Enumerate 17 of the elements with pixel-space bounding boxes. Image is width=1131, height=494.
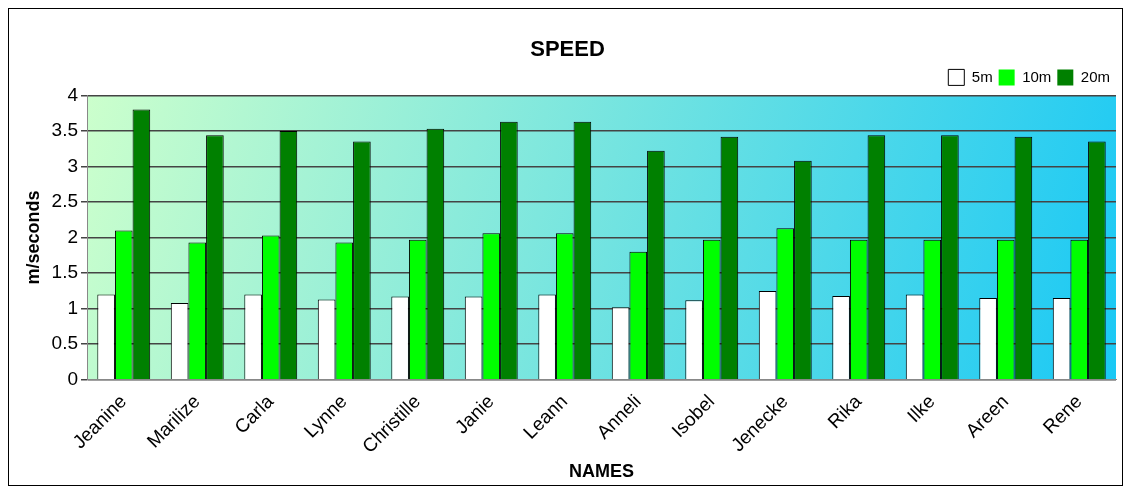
y-tick-label: 3.5 — [51, 119, 79, 141]
legend-label: 20m — [1080, 67, 1111, 85]
y-tick-label: 2.5 — [51, 190, 79, 212]
y-tick-label: 2 — [67, 225, 79, 247]
y-tick-label: 3 — [67, 154, 79, 176]
y-tick-label: 4 — [67, 83, 79, 105]
y-tick-label: 0.5 — [51, 332, 79, 354]
x-axis-title: NAMES — [569, 461, 635, 482]
y-tick-label: 1.5 — [51, 261, 79, 283]
x-tick-label: Rika — [823, 390, 866, 433]
y-tick-label: 1 — [67, 296, 79, 318]
y-axis-title: m/seconds — [22, 190, 43, 285]
y-tick-label: 0 — [67, 368, 79, 389]
legend-label: 10m — [1022, 67, 1052, 85]
x-tick-label: Ilke — [903, 390, 939, 427]
chart-title: SPEED — [530, 36, 605, 62]
legend-label: 5m — [971, 67, 993, 85]
